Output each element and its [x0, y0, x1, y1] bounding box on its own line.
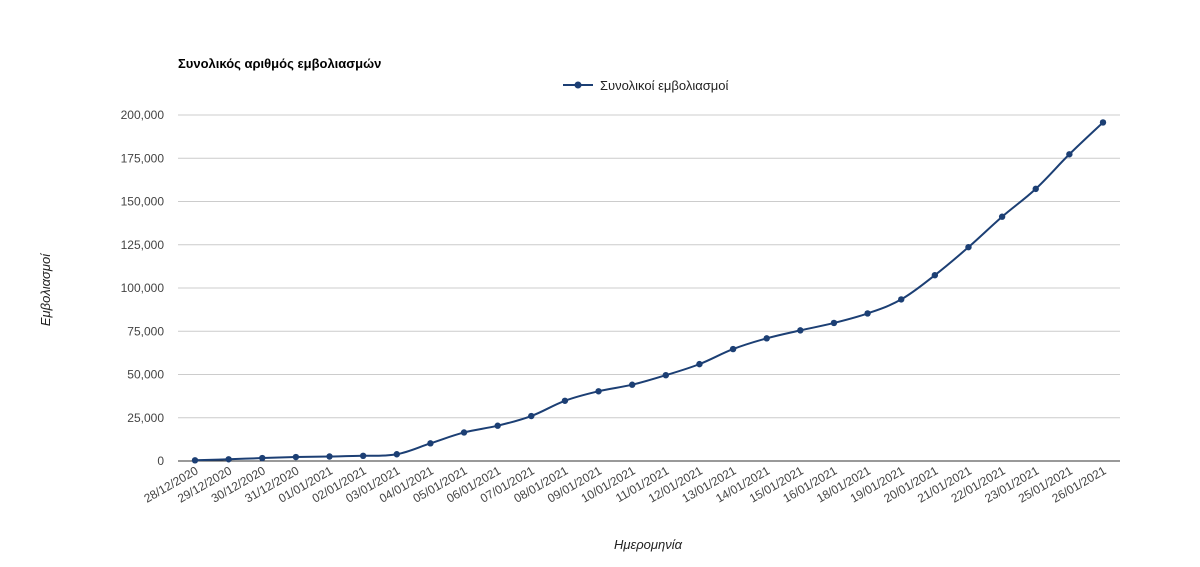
data-point	[393, 451, 400, 458]
data-point	[359, 452, 367, 460]
data-point	[662, 371, 670, 379]
y-tick-label: 125,000	[121, 238, 165, 252]
legend: Συνολικοί εμβολιασμοί	[563, 78, 728, 93]
gridlines	[178, 114, 1120, 462]
data-point	[191, 457, 199, 464]
data-point	[460, 429, 468, 436]
data-point	[595, 388, 602, 395]
data-point	[830, 319, 838, 327]
y-tick-label: 0	[157, 454, 164, 468]
data-point	[864, 310, 871, 317]
data-point	[628, 381, 636, 388]
data-point	[965, 243, 972, 251]
data-point	[931, 271, 939, 279]
data-point	[1066, 151, 1073, 158]
data-point	[1032, 185, 1039, 193]
x-axis-tick-labels: 28/12/202029/12/202030/12/202031/12/2020…	[141, 463, 1108, 505]
legend-dot-marker	[574, 81, 582, 89]
x-axis-title: Ημερομηνία	[614, 537, 683, 552]
y-tick-label: 25,000	[127, 411, 164, 425]
data-point	[1099, 119, 1107, 126]
data-point	[729, 345, 737, 353]
data-point	[292, 453, 300, 461]
data-point	[898, 296, 905, 303]
legend-label: Συνολικοί εμβολιασμοί	[600, 78, 728, 93]
data-point	[561, 397, 569, 404]
data-point	[528, 412, 535, 420]
y-axis-tick-labels: 0 25,000 50,000 75,000 100,000 125,000 150,000…	[121, 108, 165, 468]
series-layer	[191, 119, 1107, 464]
series-line	[194, 121, 1104, 462]
chart-title: Συνολικός αριθμός εμβολιασμών	[178, 56, 381, 71]
data-point	[225, 456, 232, 463]
y-tick-label: 75,000	[127, 324, 164, 338]
y-tick-label: 100,000	[121, 281, 165, 295]
data-point	[427, 440, 434, 447]
y-tick-label: 175,000	[121, 151, 165, 165]
y-tick-label: 200,000	[121, 108, 165, 122]
data-point	[326, 453, 333, 460]
data-point	[494, 422, 501, 429]
y-axis-title: Εμβολιασμοί	[38, 253, 53, 326]
data-point	[696, 360, 703, 368]
data-point	[797, 327, 804, 334]
y-tick-label: 50,000	[127, 368, 164, 382]
y-tick-label: 150,000	[121, 195, 165, 209]
data-point	[763, 335, 770, 342]
data-point	[259, 454, 266, 462]
data-point	[998, 213, 1006, 220]
